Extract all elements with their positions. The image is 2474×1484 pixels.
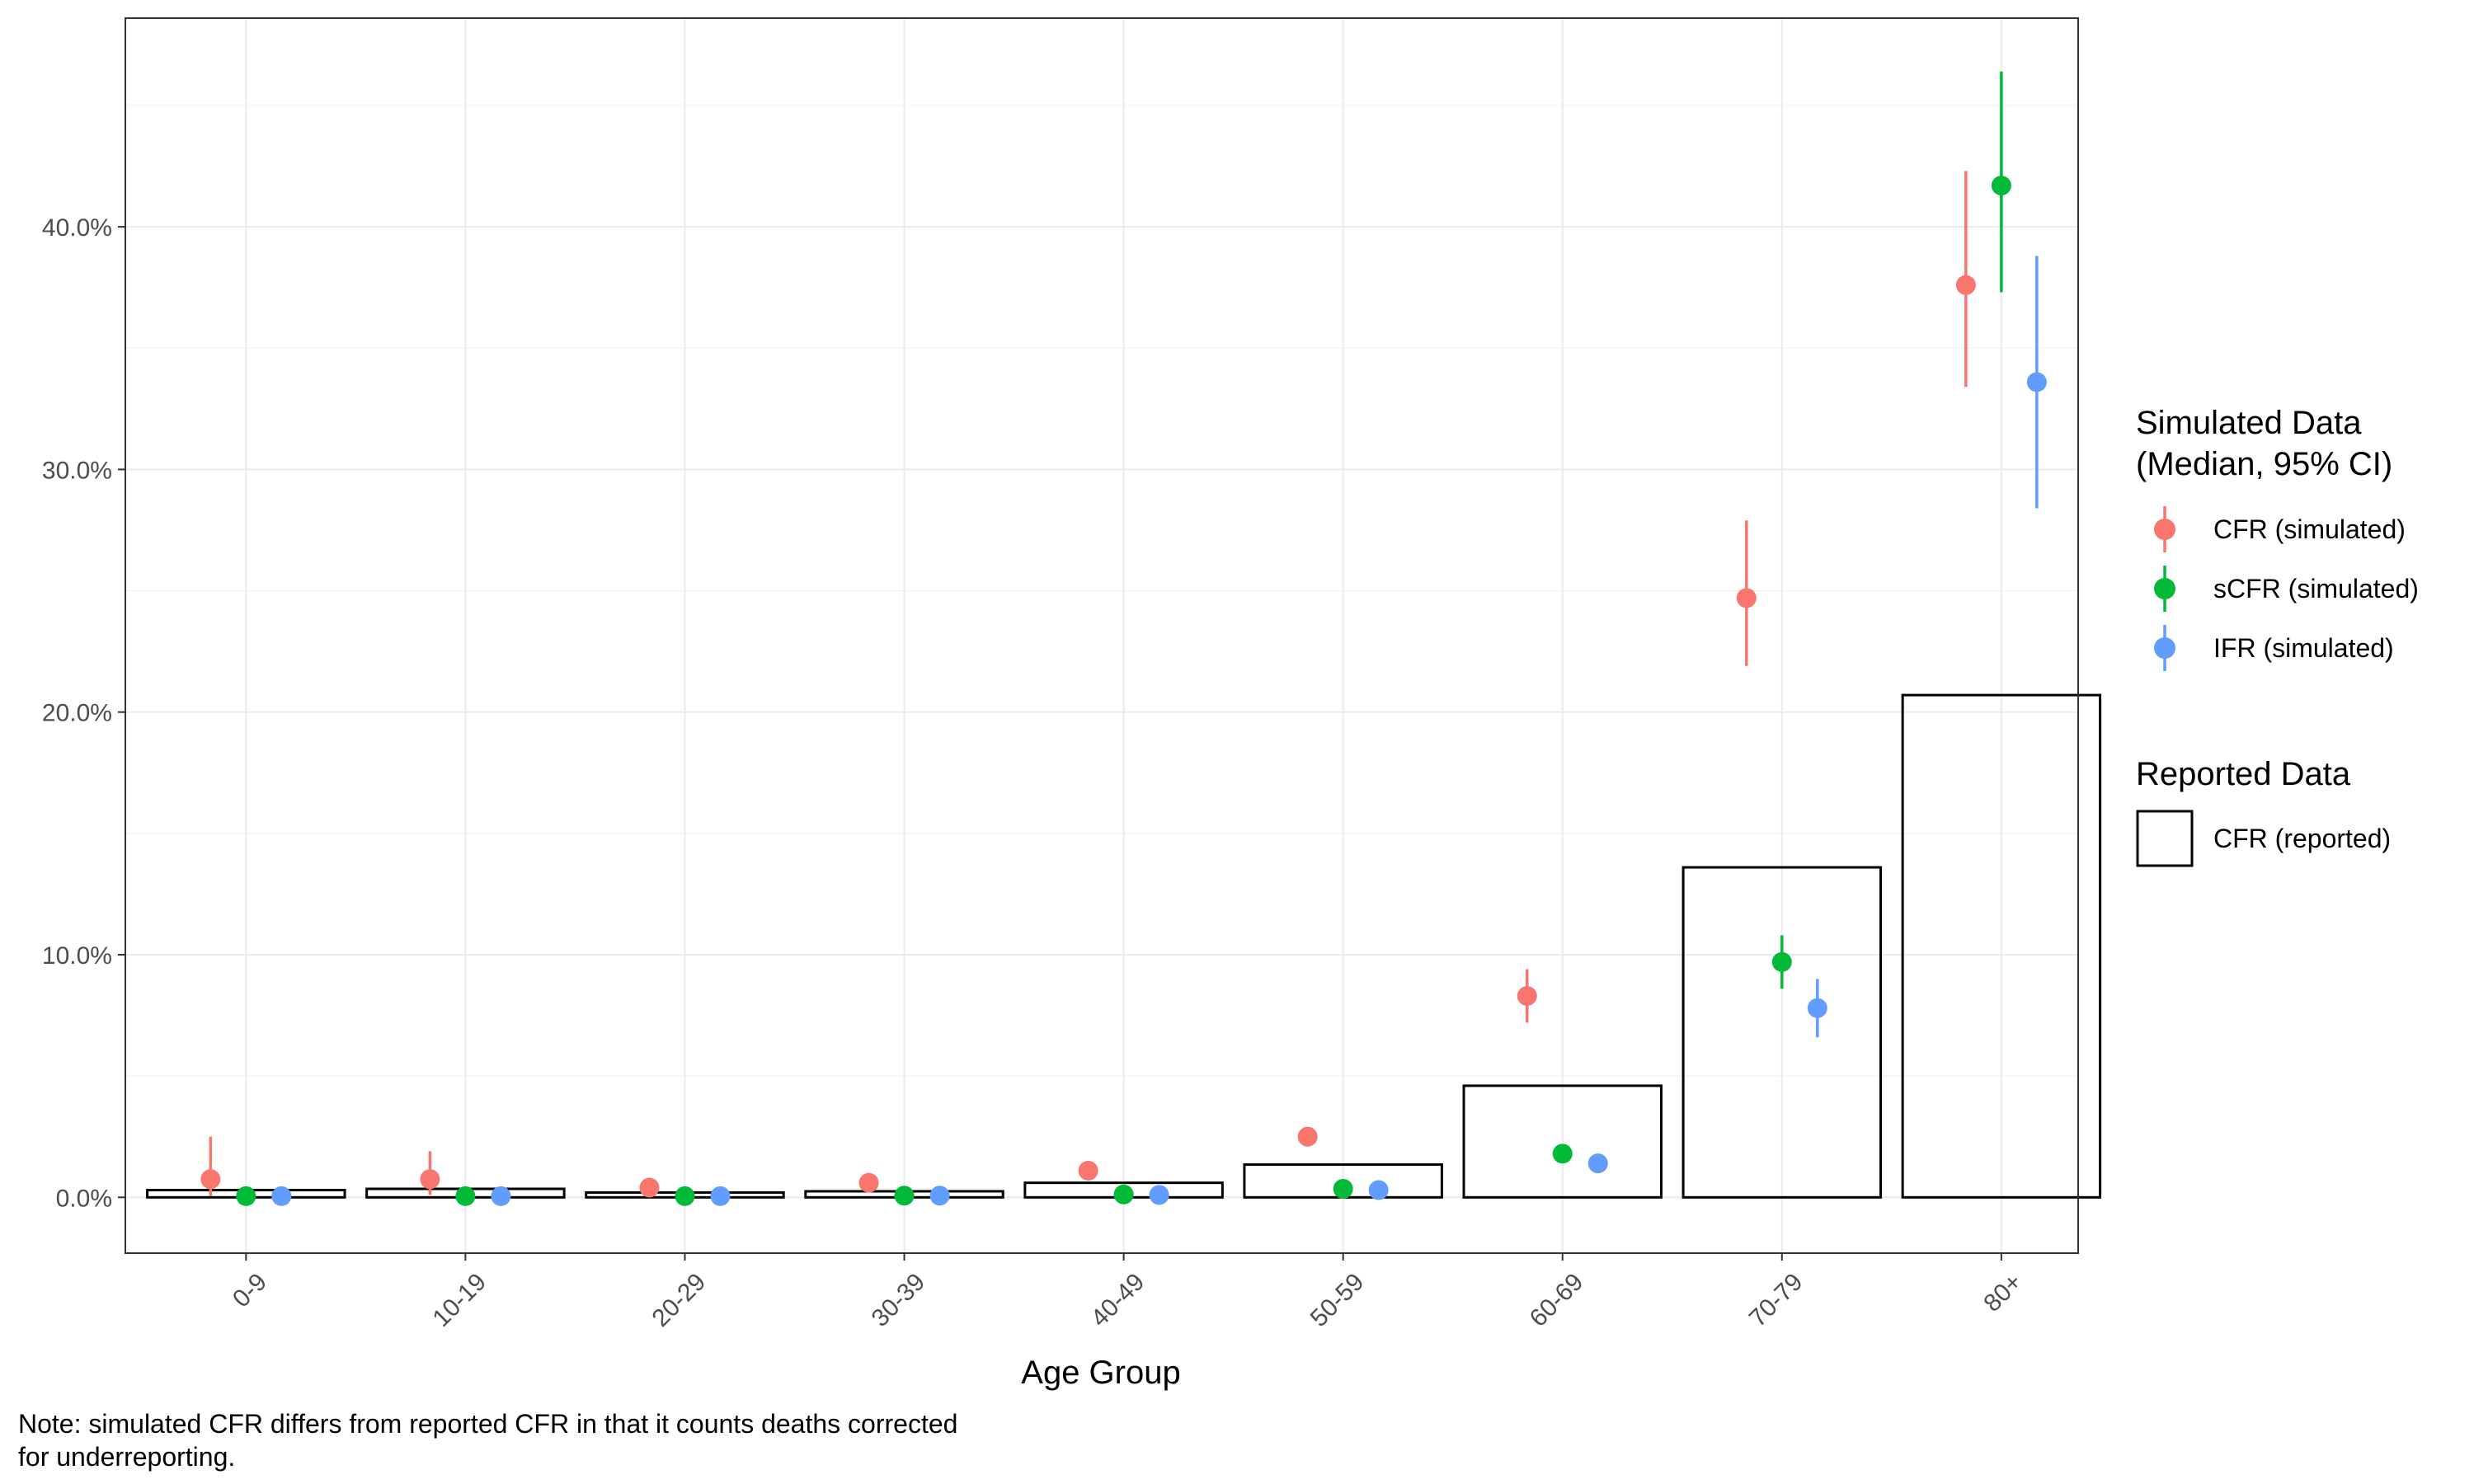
note-line-2: for underreporting.	[18, 1442, 235, 1472]
points-layer	[200, 71, 2047, 1206]
data-point	[1333, 1179, 1353, 1200]
legend: Simulated Data (Median, 95% CI) CFR (sim…	[2136, 405, 2419, 867]
legend-key-point	[2154, 519, 2175, 540]
legend-simulated-title-line2: (Median, 95% CI)	[2136, 446, 2392, 482]
legend-simulated-title-line1: Simulated Data	[2136, 405, 2362, 441]
x-axis-title: Age Group	[1021, 1355, 1180, 1391]
data-point	[1736, 588, 1757, 608]
y-tick-label: 20.0%	[42, 700, 112, 727]
data-point	[1297, 1126, 1318, 1147]
legend-key-point	[2154, 578, 2175, 599]
data-point	[2026, 372, 2047, 392]
legend-series-label: CFR (simulated)	[2213, 514, 2406, 544]
data-point	[1552, 1144, 1573, 1164]
data-point	[675, 1186, 695, 1206]
legend-reported-label: CFR (reported)	[2213, 824, 2391, 853]
legend-key-point	[2154, 637, 2175, 659]
data-point	[1149, 1185, 1169, 1205]
data-point	[929, 1186, 950, 1206]
bar-reported-cfr	[1681, 866, 1883, 1199]
data-point	[1771, 951, 1792, 972]
data-point	[236, 1186, 256, 1206]
legend-series-label: sCFR (simulated)	[2213, 574, 2419, 603]
data-point	[420, 1169, 440, 1190]
data-point	[1955, 275, 1976, 295]
bar-reported-cfr	[1462, 1084, 1663, 1199]
data-point	[1991, 176, 2011, 196]
data-point	[271, 1186, 292, 1206]
y-tick-label: 30.0%	[42, 457, 112, 484]
data-point	[1368, 1180, 1389, 1200]
data-point	[200, 1169, 221, 1190]
y-tick-label: 0.0%	[56, 1185, 112, 1212]
y-tick-label: 10.0%	[42, 942, 112, 970]
panel-border	[125, 17, 2079, 1254]
data-point	[1517, 986, 1537, 1007]
data-point	[858, 1172, 879, 1193]
legend-reported-key	[2136, 810, 2194, 867]
data-point	[1113, 1184, 1134, 1205]
data-point	[1587, 1153, 1608, 1174]
legend-reported-title: Reported Data	[2136, 756, 2351, 792]
data-point	[1807, 998, 1827, 1018]
legend-series: CFR (simulated) sCFR (simulated) IFR (simu…	[2154, 506, 2419, 671]
data-point	[639, 1177, 660, 1198]
data-point	[491, 1186, 511, 1206]
y-tick-label: 40.0%	[42, 214, 112, 242]
bar-reported-cfr	[1901, 693, 2102, 1199]
data-point	[1078, 1160, 1098, 1181]
grid-layer	[125, 18, 2078, 1253]
y-axis-ticks: 0.0% 10.0% 20.0% 30.0% 40.0%	[42, 214, 125, 1212]
data-point	[455, 1186, 476, 1206]
note-line-1: Note: simulated CFR differs from reporte…	[18, 1409, 957, 1439]
legend-series-label: IFR (simulated)	[2213, 633, 2394, 663]
data-point	[710, 1186, 731, 1206]
data-point	[894, 1186, 915, 1206]
